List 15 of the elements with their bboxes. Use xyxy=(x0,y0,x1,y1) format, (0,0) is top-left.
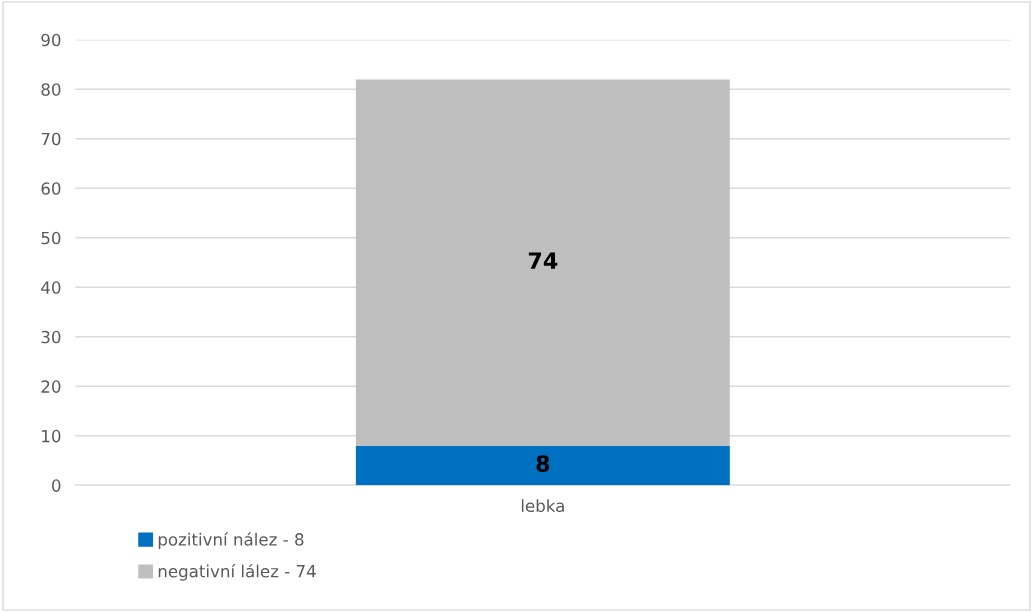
y-tick-label: 0 xyxy=(52,479,61,492)
data-label: 74 xyxy=(528,252,558,269)
legend-label: negativní lález - 74 xyxy=(158,563,316,581)
y-tick-label: 50 xyxy=(41,231,61,245)
x-tick-label: lebka xyxy=(521,499,564,513)
y-tick-label: 80 xyxy=(41,83,61,96)
data-label: 8 xyxy=(536,455,550,472)
legend-label: pozitivní nález - 8 xyxy=(158,532,304,549)
y-tick-label: 40 xyxy=(41,281,61,294)
y-tick-label: 60 xyxy=(41,182,61,195)
y-tick-label: 30 xyxy=(41,330,61,344)
y-tick-label: 70 xyxy=(41,132,61,146)
y-tick-label: 10 xyxy=(42,429,61,443)
y-tick-label: 20 xyxy=(41,380,61,393)
y-tick-label: 90 xyxy=(41,33,61,47)
